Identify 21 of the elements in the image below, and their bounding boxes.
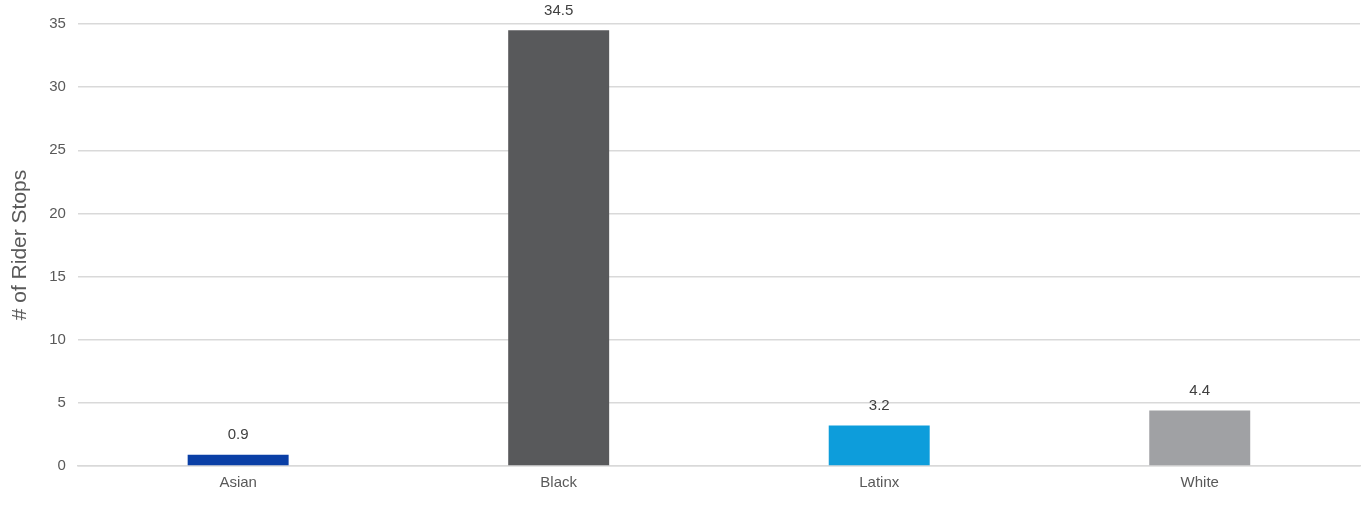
y-tick-label: 0 — [57, 456, 66, 474]
y-tick-label: 20 — [49, 203, 66, 221]
bar — [187, 454, 289, 466]
y-tick-label: 25 — [49, 140, 66, 158]
x-tick-label: Asian — [219, 473, 257, 491]
data-label: 34.5 — [544, 0, 574, 18]
y-tick-label: 35 — [49, 14, 66, 32]
y-axis-title: # of Rider Stops — [7, 169, 31, 321]
bar — [1149, 410, 1251, 466]
y-tick-label: 15 — [49, 266, 66, 284]
data-label: 0.9 — [227, 425, 249, 443]
data-label: 3.2 — [868, 396, 890, 414]
y-tick-label: 30 — [49, 77, 66, 95]
x-tick-label: Black — [540, 473, 578, 491]
data-label: 4.4 — [1189, 381, 1211, 399]
x-tick-label: Latinx — [859, 473, 900, 491]
bar — [828, 425, 930, 466]
y-tick-label: 5 — [57, 393, 66, 410]
bar — [508, 30, 610, 466]
x-tick-label: White — [1180, 473, 1219, 491]
y-tick-label: 10 — [49, 329, 66, 347]
